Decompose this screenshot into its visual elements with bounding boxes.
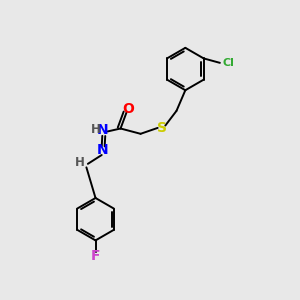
Text: H: H bbox=[75, 157, 85, 169]
Text: N: N bbox=[97, 123, 109, 137]
Text: F: F bbox=[91, 249, 100, 263]
Text: N: N bbox=[97, 143, 108, 157]
Text: H: H bbox=[91, 124, 101, 136]
Text: S: S bbox=[157, 121, 167, 135]
Text: Cl: Cl bbox=[222, 58, 234, 68]
Text: O: O bbox=[122, 102, 134, 116]
